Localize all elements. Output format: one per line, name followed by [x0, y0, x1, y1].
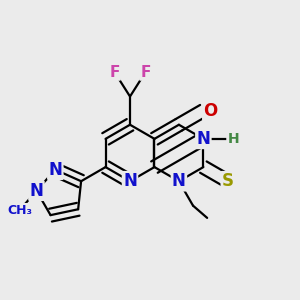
Text: N: N [29, 182, 44, 200]
Text: S: S [222, 172, 234, 190]
Text: N: N [123, 172, 137, 190]
Text: N: N [48, 161, 62, 179]
Text: F: F [140, 64, 151, 80]
Text: N: N [172, 172, 186, 190]
Text: H: H [227, 132, 239, 146]
Text: CH₃: CH₃ [7, 204, 32, 217]
Text: N: N [196, 130, 210, 148]
Text: F: F [109, 64, 120, 80]
Text: O: O [203, 102, 218, 120]
